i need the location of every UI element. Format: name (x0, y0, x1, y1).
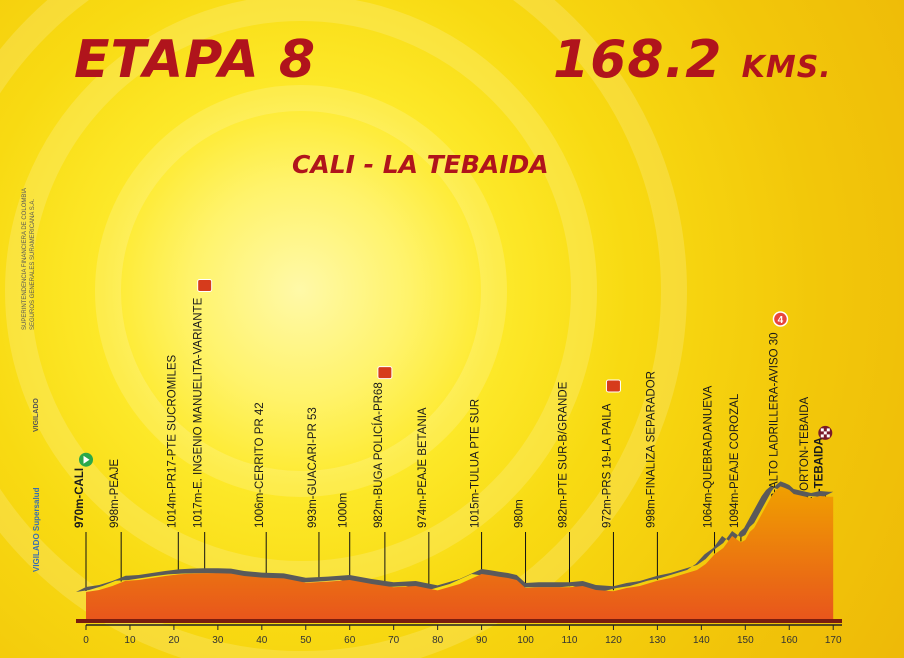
distance-value: 168.2 (553, 30, 723, 90)
waypoint-label: 1094m-PEAJE COROZAL (729, 393, 741, 528)
x-tick-label: 150 (737, 635, 754, 646)
x-tick-label: 130 (649, 635, 666, 646)
finish-check-cell (820, 428, 824, 432)
x-tick-label: 90 (476, 635, 488, 646)
finish-check-cell (823, 431, 827, 435)
sprint-badge-icon (197, 279, 213, 292)
finish-check-cell (826, 434, 830, 438)
waypoint-label: 1000m (338, 493, 350, 528)
x-tick-label: 170 (825, 635, 842, 646)
x-tick-label: 120 (605, 635, 622, 646)
profile-area (86, 486, 834, 621)
x-tick-label: 20 (168, 635, 180, 646)
x-tick-label: 10 (124, 635, 136, 646)
waypoint-label: 980m (514, 499, 526, 528)
finish-check-cell (820, 434, 824, 438)
climb-category-number: 4 (778, 315, 784, 326)
x-tick-label: 160 (781, 635, 798, 646)
route-title: CALI - LA TEBAIDA (292, 150, 549, 179)
x-tick-label: 0 (83, 635, 89, 646)
x-tick-label: 100 (517, 635, 534, 646)
distance-unit: KMS. (741, 50, 832, 85)
stage-distance: 168.2 KMS. (553, 30, 832, 90)
waypoint-label: 982m-PTE SUR-B/GRANDE (557, 381, 569, 528)
x-tick-label: 110 (562, 635, 578, 646)
waypoint-label: 1014m-PR17-PTE SUCROMILES (166, 354, 178, 528)
waypoint-label: 974m-PEAJE BETANIA (417, 407, 429, 528)
x-tick-label: 140 (693, 635, 710, 646)
waypoint-label: 998m-FINALIZA SEPARADOR (645, 371, 657, 528)
x-tick-label: 60 (344, 635, 356, 646)
x-tick-label: 50 (300, 635, 312, 646)
waypoint-label: 972m-PRS 19-LA PAILA (601, 403, 613, 528)
x-tick-label: 30 (212, 635, 224, 646)
play-icon (83, 455, 90, 464)
finish-check-cell (826, 428, 830, 432)
climb-category-badge (772, 311, 789, 327)
x-tick-label: 40 (256, 635, 268, 646)
waypoint-label: 1064m-QUEBRADANUEVA (703, 385, 715, 528)
waypoint-label: 1015m-TULUA PTE SUR (470, 399, 482, 528)
x-tick-label: 80 (432, 635, 444, 646)
waypoint-label: 1234m-ALTO LADRILLERA-AVISO 30 (768, 332, 780, 528)
waypoint-label: 1017m-E. INGENIO MANUELITA-VARIANTE (193, 297, 205, 528)
x-tick-label: 70 (388, 635, 400, 646)
waypoint-label: 993m-GUACARI-PR 53 (307, 407, 319, 528)
sprint-badge-icon (605, 379, 621, 393)
stage-title: ETAPA 8 (74, 30, 317, 90)
waypoint-label: 998m-PEAJE (109, 459, 121, 528)
waypoint-label: 982m-BUGA POLICÍA-PR68 (372, 382, 385, 528)
waypoint-label: 1006m-CERRITO PR 42 (254, 402, 266, 528)
waypoint-label: 970m-CALI (74, 468, 86, 528)
profile-base (76, 619, 842, 623)
sprint-badge-icon (377, 366, 393, 380)
